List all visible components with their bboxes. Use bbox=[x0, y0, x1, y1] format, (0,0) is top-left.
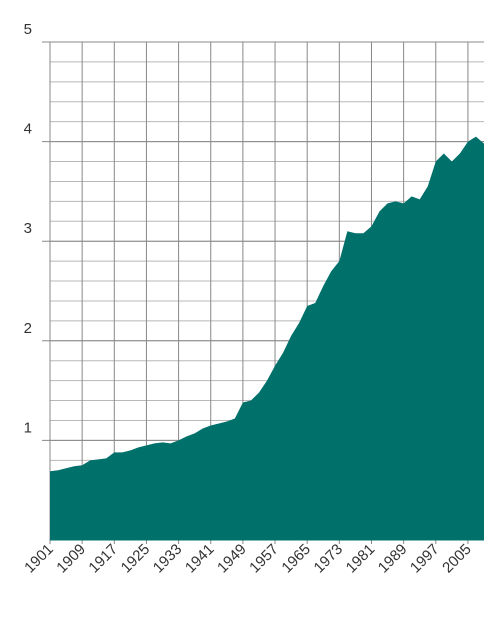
y-tick-label: 4 bbox=[24, 121, 32, 138]
x-tick-label: 1989 bbox=[375, 541, 411, 577]
x-tick-label: 1917 bbox=[86, 541, 122, 577]
x-tick-label: 1981 bbox=[343, 541, 379, 577]
area bbox=[50, 136, 484, 540]
x-tick-label: 1997 bbox=[407, 541, 443, 577]
x-tick-label: 1909 bbox=[53, 541, 89, 577]
y-tick-label: 3 bbox=[24, 220, 32, 237]
y-tick-label: 2 bbox=[24, 320, 32, 337]
x-tick-label: 2005 bbox=[439, 541, 475, 577]
x-tick-label: 1941 bbox=[182, 541, 218, 577]
x-tick-label: 1973 bbox=[311, 541, 347, 577]
y-tick-label: 5 bbox=[24, 21, 32, 38]
x-tick-label: 1933 bbox=[150, 541, 186, 577]
x-tick-label: 1957 bbox=[246, 541, 282, 577]
x-tick-label: 1925 bbox=[118, 541, 154, 577]
x-tick-label: 1965 bbox=[278, 541, 314, 577]
y-tick-label: 1 bbox=[24, 419, 32, 436]
x-tick-label: 1901 bbox=[21, 541, 57, 577]
x-tick-label: 1949 bbox=[214, 541, 250, 577]
